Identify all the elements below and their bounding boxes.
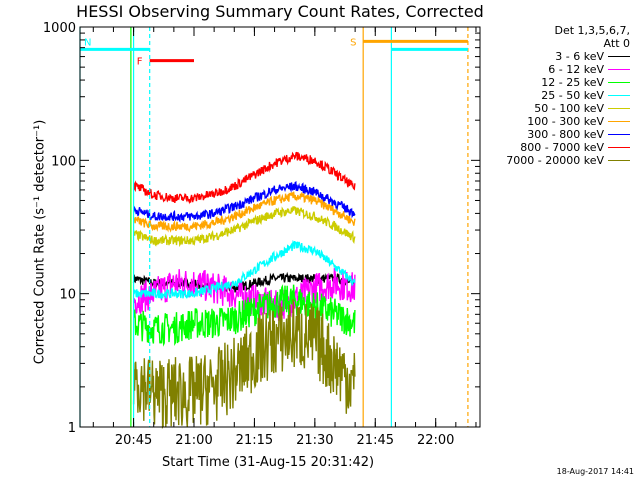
x-tick-label: 21:45 xyxy=(357,433,394,448)
legend-entry-7000-20000-kev: 7000 - 20000 keV xyxy=(470,154,630,167)
legend-label: 50 - 100 keV xyxy=(534,102,604,115)
plot-marks: N F S xyxy=(79,27,469,430)
series-line-7000-20000-kev xyxy=(132,299,356,430)
y-tick-label: 1 xyxy=(68,421,76,436)
series-line-25-50-kev xyxy=(133,239,356,299)
y-tick-label: 1000 xyxy=(43,21,76,36)
legend-swatch xyxy=(608,95,630,96)
series-line-800-7000-kev xyxy=(132,151,356,205)
legend-header-line-1: Det 1,3,5,6,7, xyxy=(554,24,630,37)
legend: Det 1,3,5,6,7, Att 0 3 - 6 keV 6 - 12 keV… xyxy=(470,24,630,167)
legend-entry-50-100-kev: 50 - 100 keV xyxy=(470,102,630,115)
x-tick-label: 21:00 xyxy=(175,433,212,448)
legend-entry-12-25-kev: 12 - 25 keV xyxy=(470,76,630,89)
legend-entry-25-50-kev: 25 - 50 keV xyxy=(470,89,630,102)
legend-label: 100 - 300 keV xyxy=(527,115,604,128)
axes: 1 10 100 1000 20:45 21:00 21:15 21:30 21:45 22:00 xyxy=(43,21,481,448)
legend-label: 3 - 6 keV xyxy=(555,50,604,63)
series-line-50-100-kev xyxy=(132,206,356,248)
legend-swatch xyxy=(608,82,630,83)
x-axis-label: Start Time (31-Aug-15 20:31:42) xyxy=(162,455,375,470)
legend-label: 12 - 25 keV xyxy=(541,76,604,89)
flag-label-f: F xyxy=(137,57,143,68)
legend-swatch xyxy=(608,121,630,122)
x-tick-label: 20:45 xyxy=(115,433,152,448)
legend-swatch xyxy=(608,108,630,109)
chart-title: HESSI Observing Summary Count Rates, Cor… xyxy=(76,2,484,21)
series-line-100-300-kev xyxy=(132,191,356,233)
legend-entry-6-12-kev: 6 - 12 keV xyxy=(470,63,630,76)
series-line-6-12-kev xyxy=(132,268,356,321)
legend-label: 6 - 12 keV xyxy=(548,63,604,76)
y-tick-label: 10 xyxy=(59,288,76,303)
legend-swatch xyxy=(608,69,630,70)
legend-entries: 3 - 6 keV 6 - 12 keV 12 - 25 keV 25 - 50 ke… xyxy=(470,50,630,167)
legend-entry-800-7000-kev: 800 - 7000 keV xyxy=(470,141,630,154)
legend-label: 25 - 50 keV xyxy=(541,89,604,102)
legend-entry-3-6-kev: 3 - 6 keV xyxy=(470,50,630,63)
x-tick-label: 21:30 xyxy=(296,433,333,448)
legend-label: 300 - 800 keV xyxy=(527,128,604,141)
flag-label-s: S xyxy=(350,37,356,48)
y-tick-label: 100 xyxy=(51,154,76,169)
legend-entry-100-300-kev: 100 - 300 keV xyxy=(470,115,630,128)
y-axis-label: Corrected Count Rate (s⁻¹ detector⁻¹) xyxy=(32,119,48,365)
legend-label: 800 - 7000 keV xyxy=(520,141,604,154)
x-tick-label: 21:15 xyxy=(236,433,273,448)
legend-swatch xyxy=(608,56,630,57)
legend-label: 7000 - 20000 keV xyxy=(506,154,604,167)
legend-swatch xyxy=(608,160,630,161)
legend-entry-300-800-kev: 300 - 800 keV xyxy=(470,128,630,141)
legend-swatch xyxy=(608,134,630,135)
legend-header-line-2: Att 0 xyxy=(603,37,630,50)
legend-swatch xyxy=(608,147,630,148)
plot-frame xyxy=(79,26,481,428)
flag-label-n: N xyxy=(84,37,91,48)
series-line-300-800-kev xyxy=(132,181,356,223)
footer-timestamp: 18-Aug-2017 14:41 xyxy=(556,467,634,476)
x-tick-label: 22:00 xyxy=(417,433,454,448)
